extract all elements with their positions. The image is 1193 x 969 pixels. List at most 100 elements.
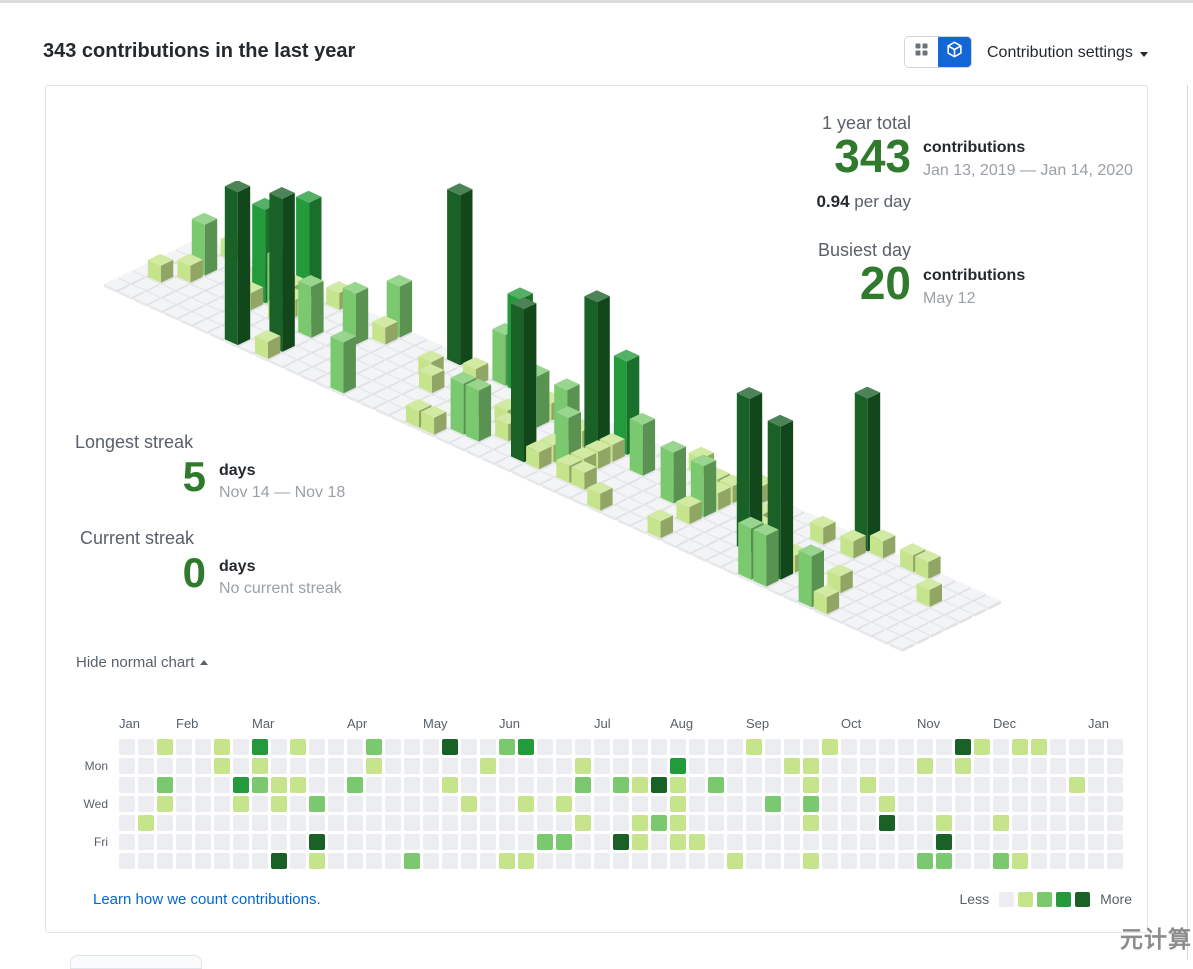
heatmap-cell[interactable] [746, 796, 762, 812]
heatmap-cell[interactable] [670, 834, 686, 850]
heatmap-cell[interactable] [347, 853, 363, 869]
heatmap-cell[interactable] [727, 777, 743, 793]
heatmap-cell[interactable] [898, 834, 914, 850]
heatmap-cell[interactable] [993, 815, 1009, 831]
heatmap-cell[interactable] [993, 777, 1009, 793]
heatmap-cell[interactable] [651, 739, 667, 755]
heatmap-cell[interactable] [442, 739, 458, 755]
heatmap-cell[interactable] [784, 853, 800, 869]
heatmap-cell[interactable] [917, 758, 933, 774]
heatmap-cell[interactable] [708, 834, 724, 850]
heatmap-cell[interactable] [955, 853, 971, 869]
hide-normal-chart-toggle[interactable]: Hide normal chart [76, 654, 209, 671]
heatmap-cell[interactable] [404, 796, 420, 812]
view-toggle[interactable] [905, 37, 971, 67]
heatmap-cell[interactable] [1050, 853, 1066, 869]
heatmap-cell[interactable] [1107, 853, 1123, 869]
heatmap-cell[interactable] [632, 796, 648, 812]
heatmap-cell[interactable] [366, 739, 382, 755]
heatmap-cell[interactable] [290, 796, 306, 812]
heatmap-cell[interactable] [1050, 777, 1066, 793]
heatmap-cell[interactable] [347, 796, 363, 812]
heatmap-cell[interactable] [195, 739, 211, 755]
heatmap-cell[interactable] [765, 853, 781, 869]
heatmap-cell[interactable] [879, 834, 895, 850]
heatmap-cell[interactable] [195, 796, 211, 812]
heatmap-cell[interactable] [233, 796, 249, 812]
heatmap-cell[interactable] [575, 815, 591, 831]
heatmap-cell[interactable] [936, 815, 952, 831]
heatmap-cell[interactable] [119, 815, 135, 831]
heatmap-cell[interactable] [1031, 739, 1047, 755]
heatmap-cell[interactable] [1088, 758, 1104, 774]
heatmap-cell[interactable] [784, 777, 800, 793]
heatmap-cell[interactable] [1031, 834, 1047, 850]
heatmap-cell[interactable] [955, 815, 971, 831]
heatmap-cell[interactable] [309, 834, 325, 850]
heatmap-cell[interactable] [860, 777, 876, 793]
heatmap-cell[interactable] [689, 777, 705, 793]
heatmap-cell[interactable] [860, 796, 876, 812]
heatmap-cell[interactable] [575, 853, 591, 869]
heatmap-cell[interactable] [252, 834, 268, 850]
heatmap-cell[interactable] [936, 777, 952, 793]
heatmap-cell[interactable] [955, 739, 971, 755]
heatmap-cell[interactable] [632, 777, 648, 793]
heatmap-cell[interactable] [803, 758, 819, 774]
heatmap-cell[interactable] [157, 739, 173, 755]
heatmap-cell[interactable] [727, 815, 743, 831]
heatmap-cell[interactable] [309, 853, 325, 869]
heatmap-cell[interactable] [822, 853, 838, 869]
heatmap-cell[interactable] [385, 777, 401, 793]
heatmap-cell[interactable] [537, 815, 553, 831]
heatmap-cell[interactable] [271, 739, 287, 755]
heatmap-cell[interactable] [841, 834, 857, 850]
heatmap-cell[interactable] [898, 815, 914, 831]
heatmap-cell[interactable] [404, 815, 420, 831]
heatmap-cell[interactable] [461, 815, 477, 831]
heatmap-cell[interactable] [195, 834, 211, 850]
heatmap-cell[interactable] [727, 834, 743, 850]
heatmap-cell[interactable] [309, 777, 325, 793]
heatmap-cell[interactable] [708, 777, 724, 793]
heatmap-cell[interactable] [1107, 834, 1123, 850]
heatmap-cell[interactable] [347, 758, 363, 774]
heatmap-cell[interactable] [651, 796, 667, 812]
heatmap-cell[interactable] [936, 853, 952, 869]
heatmap-cell[interactable] [575, 834, 591, 850]
heatmap-cell[interactable] [404, 777, 420, 793]
heatmap-cell[interactable] [993, 853, 1009, 869]
heatmap-cell[interactable] [1012, 796, 1028, 812]
heatmap-cell[interactable] [1069, 739, 1085, 755]
contribution-settings-menu[interactable]: Contribution settings [987, 44, 1148, 62]
heatmap-cell[interactable] [1069, 853, 1085, 869]
heatmap-cell[interactable] [423, 815, 439, 831]
heatmap-cell[interactable] [537, 834, 553, 850]
heatmap-cell[interactable] [765, 796, 781, 812]
heatmap-cell[interactable] [613, 777, 629, 793]
heatmap-cell[interactable] [670, 815, 686, 831]
heatmap-cell[interactable] [404, 834, 420, 850]
heatmap-cell[interactable] [841, 777, 857, 793]
heatmap-cell[interactable] [898, 758, 914, 774]
heatmap-cell[interactable] [252, 739, 268, 755]
heatmap-cell[interactable] [1069, 758, 1085, 774]
heatmap-cell[interactable] [537, 853, 553, 869]
heatmap-cell[interactable] [138, 834, 154, 850]
heatmap-cell[interactable] [765, 834, 781, 850]
heatmap-cell[interactable] [442, 796, 458, 812]
heatmap-cell[interactable] [841, 796, 857, 812]
heatmap-cell[interactable] [119, 796, 135, 812]
heatmap-cell[interactable] [309, 739, 325, 755]
heatmap-cell[interactable] [157, 777, 173, 793]
heatmap-cell[interactable] [119, 777, 135, 793]
heatmap-cell[interactable] [1050, 796, 1066, 812]
heatmap-cell[interactable] [233, 777, 249, 793]
heatmap-cell[interactable] [556, 796, 572, 812]
heatmap-cell[interactable] [366, 758, 382, 774]
heatmap-cell[interactable] [176, 777, 192, 793]
heatmap-cell[interactable] [385, 834, 401, 850]
heatmap-cell[interactable] [670, 796, 686, 812]
heatmap-cell[interactable] [936, 796, 952, 812]
heatmap-cell[interactable] [214, 815, 230, 831]
